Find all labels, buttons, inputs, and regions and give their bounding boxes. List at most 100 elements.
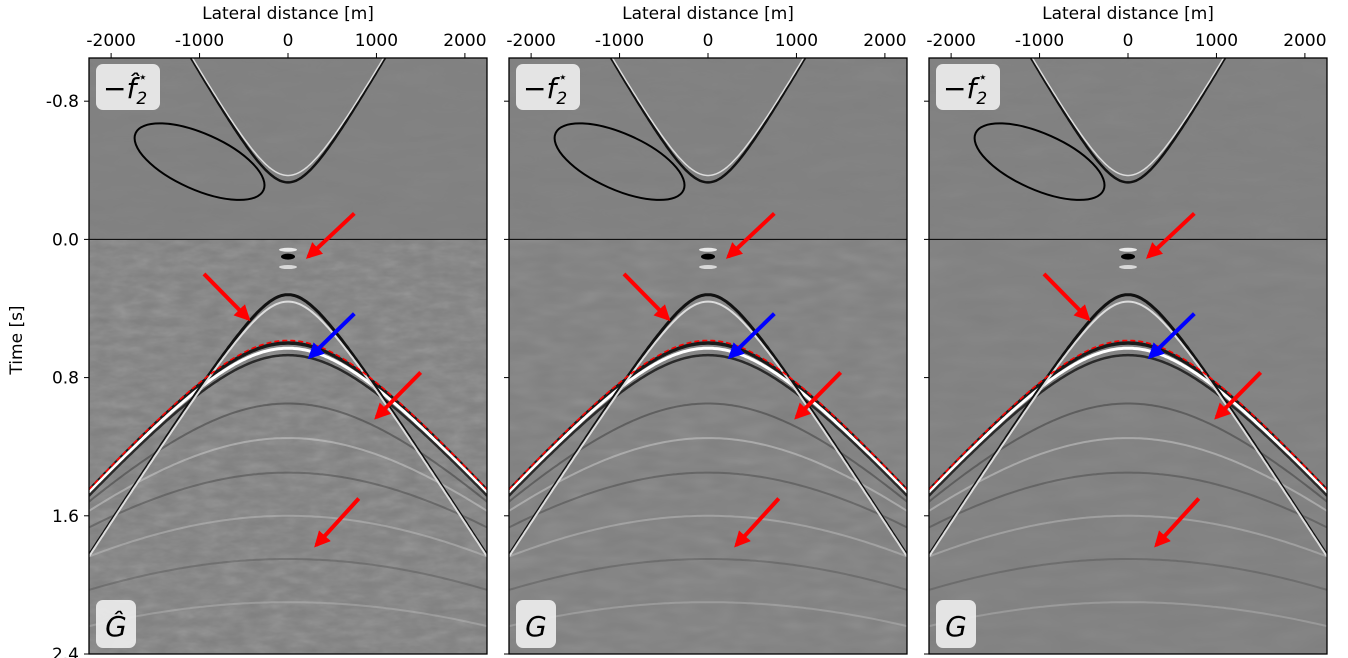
event-primary-dark [509, 341, 907, 492]
event-shallow-light [509, 300, 907, 558]
event-primary-tail [509, 353, 907, 497]
x-tick-label: 1000 [775, 31, 818, 51]
y-tick-label: 1.6 [52, 507, 79, 527]
red-arrow [794, 371, 843, 420]
event-shallow-light [929, 300, 1327, 558]
top-label-sub: 2 [976, 89, 987, 109]
focal-light [279, 265, 297, 270]
panel-image [929, 58, 1327, 654]
top-label: −f2 ⋆ [943, 68, 988, 109]
focal-light [699, 265, 717, 270]
red-arrow [1214, 371, 1263, 420]
label-background [96, 64, 160, 110]
x-tick-label: 2000 [863, 31, 906, 51]
panel-3: −f2 ⋆ G Lateral distance [m] -2000 -1000 0 1000… [924, 4, 1328, 655]
x-tick-label: -2000 [506, 31, 555, 51]
top-label-box: −f2 ⋆ [516, 64, 580, 110]
event-deep [89, 601, 487, 628]
x-tick-label: 0 [1123, 31, 1134, 51]
panel-2: −f2 ⋆ G Lateral distance [m] -2000 -1000 0 1000… [504, 4, 908, 655]
top-label-sup: ⋆ [558, 68, 567, 86]
event-deep [89, 437, 487, 512]
event-primary-dark [89, 341, 487, 492]
bottom-label-box: G [936, 600, 976, 648]
event-deep [929, 514, 1327, 558]
event-primary-light [89, 346, 487, 494]
top-label-box: −f̂2 ⋆ [96, 64, 160, 110]
blue-arrow [727, 312, 776, 360]
red-arrow [734, 497, 781, 548]
event-primary-dark [929, 341, 1327, 492]
blue-arrow [1147, 312, 1196, 360]
red-arrow [1042, 272, 1091, 322]
noise-lower [929, 239, 1327, 654]
artifact-ellipse [553, 122, 686, 201]
top-label-sup: ⋆ [138, 68, 147, 86]
noise-lower [509, 239, 907, 654]
red-arrow [374, 371, 423, 420]
label-background [936, 600, 976, 648]
event-shallow [89, 293, 487, 557]
panel-image [509, 58, 907, 654]
event-deep [89, 558, 487, 591]
event-negative-time-light [611, 58, 805, 177]
y-tick-label: 0.8 [52, 369, 79, 389]
blue-arrow [307, 312, 356, 360]
top-label-box: −f2 ⋆ [936, 64, 1000, 110]
event-shallow-light [89, 300, 487, 558]
x-tick-label: -1000 [595, 31, 644, 51]
event-primary-light [929, 346, 1327, 494]
bottom-label: Ĝ [105, 609, 127, 643]
focal-light [1119, 265, 1137, 270]
artifact-ellipse [133, 122, 266, 201]
x-axis-label: Lateral distance [m] [202, 4, 374, 24]
x-axis-label: Lateral distance [m] [1042, 4, 1214, 24]
red-arrow [306, 212, 356, 259]
panel-1: −f̂2 ⋆ Ĝ Lateral distance [m] -2000 -1000 0 100… [46, 4, 488, 658]
event-deep [509, 558, 907, 591]
label-background [516, 600, 556, 648]
focal-light [699, 247, 717, 252]
x-tick-label: -2000 [926, 31, 975, 51]
y-tick-label: 0.0 [52, 230, 79, 250]
bottom-label: G [525, 610, 547, 643]
label-background [96, 600, 136, 648]
event-deep [929, 558, 1327, 591]
event-deep [929, 601, 1327, 628]
event-deep [929, 437, 1327, 512]
panel-image [89, 58, 487, 654]
focal-dark [701, 253, 715, 260]
bottom-label-box: Ĝ [96, 600, 136, 648]
red-arrow [726, 212, 776, 259]
red-arrow [202, 272, 251, 322]
event-deep [89, 471, 487, 529]
bottom-label-box: G [516, 600, 556, 648]
x-tick-label: 2000 [443, 31, 486, 51]
event-primary-tail [929, 353, 1327, 497]
event-negative-time-light [191, 58, 385, 177]
top-label: −f̂2 ⋆ [103, 68, 148, 109]
focal-dark [281, 253, 295, 260]
event-negative-time [1029, 58, 1227, 184]
bottom-label: G [945, 610, 967, 643]
label-background [516, 64, 580, 110]
top-label-sub: 2 [556, 89, 567, 109]
focal-light [279, 247, 297, 252]
top-label-main: −f [523, 72, 560, 105]
x-tick-label: 0 [703, 31, 714, 51]
x-tick-label: -1000 [175, 31, 224, 51]
y-tick-label: -0.8 [46, 92, 79, 112]
x-tick-label: -1000 [1015, 31, 1064, 51]
event-deep [509, 437, 907, 512]
red-arrow [1146, 212, 1196, 259]
x-tick-label: 2000 [1283, 31, 1326, 51]
top-label-sub: 2 [136, 89, 147, 109]
event-shallow [509, 293, 907, 557]
y-tick-label: 2.4 [52, 645, 79, 658]
red-arrow [622, 272, 671, 322]
x-axis-label: Lateral distance [m] [622, 4, 794, 24]
event-deep [509, 601, 907, 628]
label-background [936, 64, 1000, 110]
